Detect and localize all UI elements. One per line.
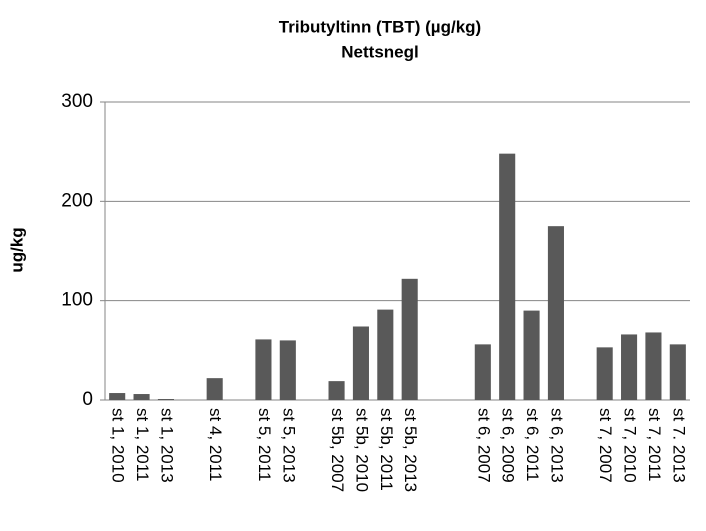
- bar: [499, 153, 516, 400]
- bar: [206, 378, 223, 400]
- y-axis-label: ug/kg: [7, 227, 26, 272]
- bar: [255, 339, 272, 400]
- bar: [523, 310, 540, 400]
- chart-title: Tributyltinn (TBT) (µg/kg): [279, 17, 481, 36]
- x-tick-label: st 6, 2013: [547, 408, 566, 483]
- bar: [133, 394, 150, 400]
- y-tick-label: 0: [82, 389, 93, 410]
- bar: [645, 332, 662, 400]
- x-tick-label: st 1, 2011: [133, 408, 152, 481]
- chart-subtitle: Nettsnegl: [341, 42, 418, 61]
- x-tick-label: st 1, 2013: [157, 408, 176, 483]
- x-tick-label: st 7, 2010: [621, 408, 640, 483]
- x-tick-label: st 6, 2009: [499, 408, 518, 483]
- y-tick-label: 200: [61, 190, 93, 211]
- x-tick-label: st 5b, 2007: [328, 408, 347, 492]
- x-tick-label: st 4, 2011: [206, 408, 225, 481]
- x-tick-label: st 6, 2011: [523, 408, 542, 481]
- bar: [157, 399, 174, 400]
- y-tick-label: 100: [61, 290, 93, 311]
- x-tick-label: st 1, 2010: [109, 408, 128, 483]
- bar: [109, 393, 126, 400]
- bar: [547, 226, 564, 400]
- x-tick-label: st 5b, 2013: [401, 408, 420, 492]
- x-tick-label: st 7. 2013: [669, 408, 688, 483]
- x-tick-label: st 6, 2007: [474, 408, 493, 483]
- bar: [401, 278, 418, 400]
- bar: [328, 381, 345, 400]
- bar: [474, 344, 491, 400]
- x-tick-label: st 7, 2007: [596, 408, 615, 483]
- x-tick-label: st 5, 2011: [255, 408, 274, 481]
- x-tick-label: st 5, 2013: [279, 408, 298, 483]
- bar: [669, 344, 686, 400]
- bar: [279, 340, 296, 400]
- x-tick-label: st 5b, 2010: [352, 408, 371, 492]
- bar: [596, 347, 613, 400]
- bar: [621, 334, 638, 400]
- x-tick-label: st 5b, 2011: [377, 408, 396, 491]
- x-tick-label: st 7, 2011: [645, 408, 664, 481]
- bar: [377, 309, 394, 400]
- bar: [352, 326, 369, 400]
- y-tick-label: 300: [61, 91, 93, 112]
